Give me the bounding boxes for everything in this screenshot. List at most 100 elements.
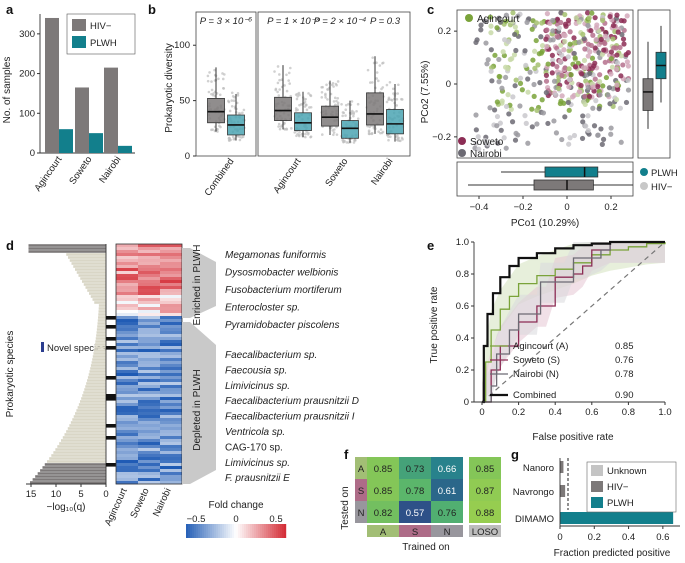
panel-d-heat-cell — [116, 265, 138, 269]
panel-a-ytick-label: 300 — [19, 29, 35, 40]
panel-b-point — [375, 71, 379, 74]
panel-c-point — [522, 113, 528, 119]
panel-d-legend-swatch — [250, 524, 253, 538]
panel-d-heat-cell — [160, 418, 182, 422]
panel-d-qbar — [70, 421, 106, 424]
panel-d-qbar — [84, 388, 106, 391]
panel-c-point — [592, 76, 598, 82]
panel-b-point — [366, 124, 369, 128]
panel-d-heat-cell — [116, 283, 138, 287]
panel-c-point — [534, 107, 540, 113]
panel-d-legend-tick: 0.5 — [269, 514, 282, 525]
panel-d-heat-cell — [138, 280, 160, 284]
panel-d-qbar — [59, 442, 106, 445]
panel-b-point — [236, 92, 240, 95]
panel-d-heat-cell — [160, 358, 182, 362]
panel-c-point — [531, 81, 537, 88]
panel-b-box — [341, 120, 359, 139]
panel-b-point — [309, 135, 313, 138]
panel-d-heat-cell — [138, 385, 160, 389]
panel-d-heat-cell — [116, 415, 138, 419]
panel-b-point — [297, 133, 301, 137]
panel-c-point — [503, 74, 509, 81]
panel-d-heat-cell — [160, 256, 182, 260]
panel-c-point — [505, 66, 511, 72]
panel-c-point — [496, 73, 502, 80]
panel-c-point — [487, 105, 493, 111]
panel-c-point — [607, 13, 613, 20]
panel-d-legend-swatch — [272, 524, 275, 538]
panel-d-qbar — [68, 256, 106, 259]
panel-c-point — [509, 56, 515, 62]
panel-d-heat-cell — [116, 433, 138, 437]
panel-c-point — [589, 55, 596, 61]
panel-d-qbar — [87, 289, 106, 292]
panel-c-point — [582, 46, 588, 52]
panel-d-heat-cell — [160, 325, 182, 329]
panel-c-point — [496, 56, 502, 63]
panel-c-point — [527, 69, 533, 75]
panel-d-novel-mark — [106, 463, 116, 467]
panel-c-point — [623, 99, 630, 106]
panel-c-point — [482, 18, 488, 24]
panel-d-legend-swatch — [248, 524, 251, 538]
panel-b-point — [283, 84, 286, 87]
panel-c-point — [483, 40, 489, 46]
panel-d-enriched-label: Enriched in PLWH — [192, 245, 203, 326]
panel-b-point — [277, 122, 281, 126]
panel-c-point — [605, 92, 611, 98]
panel-c-point — [549, 52, 556, 58]
panel-b-point — [352, 112, 355, 116]
panel-d-qbar — [51, 454, 106, 457]
panel-d-heat-cell — [138, 295, 160, 299]
panel-b-point — [238, 135, 241, 139]
panel-b-point — [367, 129, 371, 132]
panel-d-heat-cell — [138, 394, 160, 398]
panel-b-point — [208, 71, 211, 74]
panel-b-box — [274, 96, 292, 121]
panel-d-legend-swatch — [268, 524, 271, 538]
panel-d-heat-cell — [160, 469, 182, 473]
panel-d-heat-cell — [138, 430, 160, 434]
panel-b-point — [352, 114, 355, 118]
panel-c-point — [559, 72, 565, 78]
panel-d-depleted-species: Limivicinus sp. — [225, 458, 290, 469]
panel-b-point — [372, 125, 375, 128]
panel-b-point — [375, 61, 378, 65]
panel-d-heat-cell — [116, 445, 138, 449]
panel-d-legend-swatch — [278, 524, 281, 538]
panel-c-label-soweto: Soweto — [470, 137, 504, 148]
panel-d-qbar — [98, 307, 106, 310]
panel-b-point — [210, 88, 214, 92]
panel-d-heat-cell — [160, 274, 182, 278]
panel-f-cell-value: 0.82 — [374, 508, 393, 519]
panel-c-point — [478, 22, 484, 28]
panel-c-point — [473, 112, 479, 118]
panel-c-point — [509, 19, 516, 25]
panel-e-roc-line — [482, 240, 665, 404]
panel-d-legend-swatch — [270, 524, 273, 538]
panel-b-point — [388, 80, 392, 84]
panel-c-point — [608, 56, 614, 62]
panel-c-point — [581, 99, 587, 105]
panel-d-xlabel: −log₁₀(q) — [47, 502, 86, 513]
panel-c-point — [473, 140, 479, 147]
panel-c-point — [476, 146, 482, 152]
panel-d-heat-cell — [160, 277, 182, 281]
panel-d-heat-cell — [160, 367, 182, 371]
panel-c-legend-hiv: HIV− — [651, 182, 673, 193]
panel-d-heat-cell — [160, 412, 182, 416]
panel-b-point — [309, 93, 312, 97]
panel-c-point — [559, 52, 565, 58]
panel-label-d: d — [6, 238, 14, 253]
panel-d-heat-cell — [116, 379, 138, 383]
panel-c-point — [569, 94, 576, 100]
panel-f-loso-cell — [469, 457, 501, 479]
panel-c-point — [590, 32, 596, 38]
panel-d-heat-cell — [160, 364, 182, 368]
panel-c-point — [500, 49, 506, 55]
panel-d-heat-cell — [160, 397, 182, 401]
panel-label-c: c — [427, 2, 434, 17]
panel-d-heat-cell — [138, 304, 160, 308]
panel-c-point — [538, 34, 544, 40]
